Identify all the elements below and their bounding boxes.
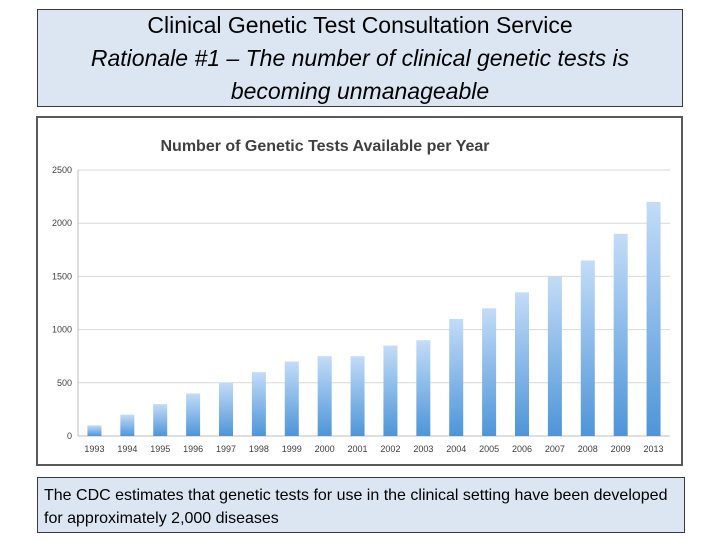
x-tick-label: 1995 (150, 444, 170, 454)
bar-1998 (251, 372, 266, 436)
bar-2005 (482, 308, 497, 436)
bar-2003 (416, 340, 431, 436)
bar-2013 (646, 201, 661, 436)
x-tick-label: 2002 (380, 444, 400, 454)
x-tick-label: 1994 (117, 444, 137, 454)
bar-1999 (284, 361, 299, 436)
slide-subtitle: Rationale #1 – The number of clinical ge… (90, 44, 630, 104)
x-tick-label: 1999 (282, 444, 302, 454)
bar-2002 (383, 345, 398, 436)
x-tick-label: 2008 (578, 444, 598, 454)
bar-2000 (317, 356, 332, 436)
bar-2009 (613, 233, 628, 436)
x-tick-label: 2004 (446, 444, 466, 454)
x-tick-label: 2013 (644, 444, 664, 454)
x-tick-label: 2003 (413, 444, 433, 454)
x-tick-label: 2001 (348, 444, 368, 454)
x-tick-label: 2009 (611, 444, 631, 454)
x-tick-label: 1993 (84, 444, 104, 454)
bar-2006 (515, 292, 529, 436)
bar-2004 (449, 318, 464, 436)
x-tick-label: 1998 (249, 444, 269, 454)
slide-title-box: Clinical Genetic Test Consultation Servi… (37, 9, 683, 107)
x-tick-label: 2006 (512, 444, 532, 454)
bar-2007 (547, 276, 562, 436)
caption-text: The CDC estimates that genetic tests for… (44, 487, 668, 527)
x-tick-label: 2007 (545, 444, 565, 454)
x-tick-label: 2005 (479, 444, 499, 454)
x-tick-label: 1997 (216, 444, 236, 454)
bar-2008 (580, 260, 595, 436)
slide-title: Clinical Genetic Test Consultation Servi… (147, 11, 573, 38)
y-tick-label: 500 (57, 378, 72, 388)
x-tick-label: 2000 (315, 444, 335, 454)
y-tick-label: 1000 (52, 325, 72, 335)
bar-1993 (87, 425, 102, 436)
bar-2001 (350, 356, 365, 436)
chart-title: Number of Genetic Tests Available per Ye… (160, 138, 489, 155)
bar-1997 (219, 382, 233, 436)
caption-box: The CDC estimates that genetic tests for… (37, 477, 685, 533)
y-tick-label: 0 (67, 431, 72, 441)
y-tick-label: 1500 (52, 271, 72, 281)
y-tick-label: 2000 (52, 218, 72, 228)
bar-1996 (186, 393, 201, 436)
y-tick-label: 2500 (52, 165, 72, 175)
bar-chart: Number of Genetic Tests Available per Ye… (52, 138, 670, 454)
chart-panel: Number of Genetic Tests Available per Ye… (36, 116, 683, 466)
bar-1994 (120, 414, 135, 436)
bar-1995 (153, 404, 168, 436)
x-tick-label: 1996 (183, 444, 203, 454)
